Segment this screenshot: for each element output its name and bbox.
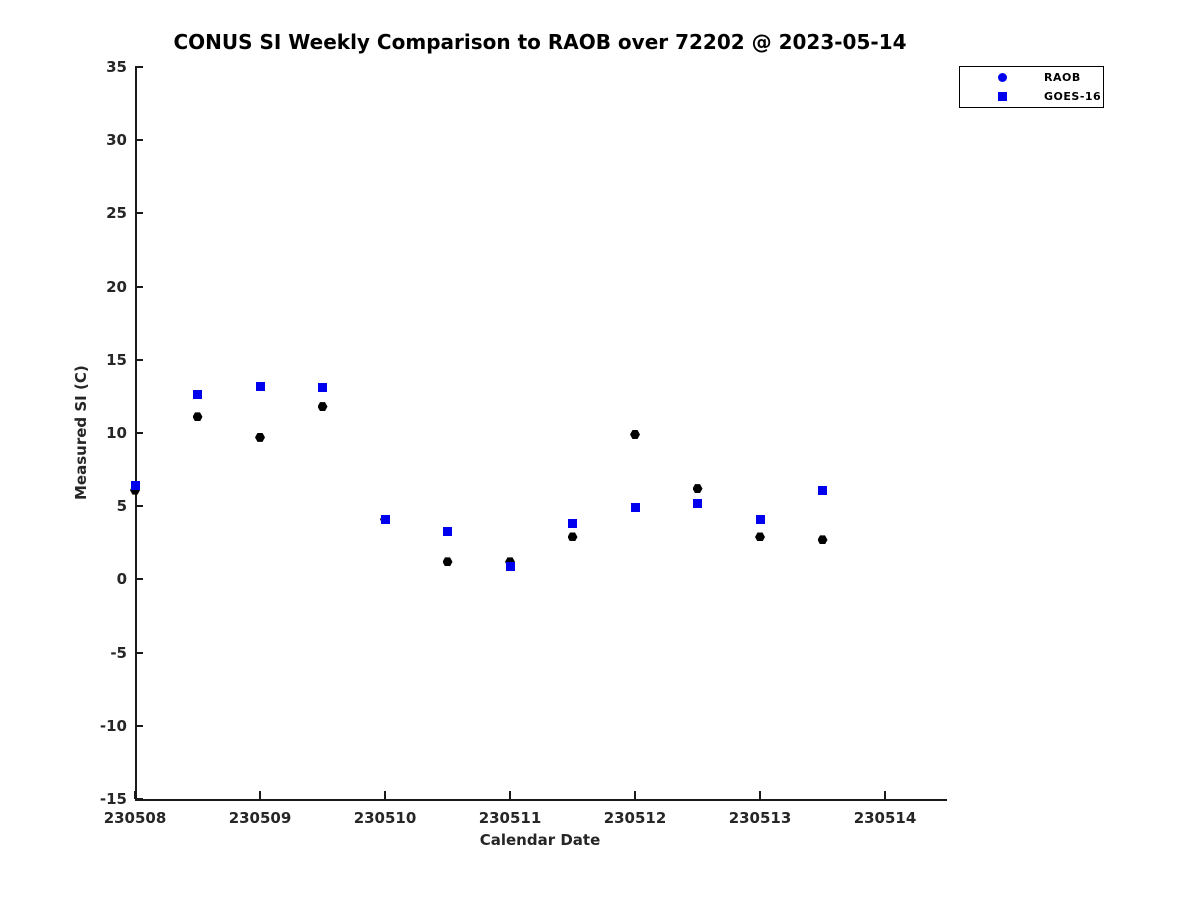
y-tick-mark	[135, 212, 143, 215]
raob-data-point	[192, 412, 203, 422]
y-tick-label: 20	[106, 277, 127, 296]
legend-label-raob: RAOB	[1044, 71, 1081, 84]
legend-marker-cell	[960, 92, 1044, 101]
goes-16-data-point	[193, 390, 202, 400]
raob-data-point	[692, 484, 703, 494]
chart-title: CONUS SI Weekly Comparison to RAOB over …	[173, 30, 907, 54]
y-tick-mark	[135, 285, 143, 288]
goes-16-data-point	[693, 498, 702, 508]
goes16-square-icon	[997, 92, 1007, 101]
legend-item-raob: RAOB	[960, 68, 1103, 87]
raob-data-point	[255, 432, 265, 442]
x-axis-label: Calendar Date	[479, 831, 601, 849]
legend-label-goes16: GOES-16	[1044, 90, 1102, 103]
legend: RAOB GOES-16	[959, 66, 1104, 108]
x-tick-mark	[884, 791, 886, 799]
x-tick-label: 230509	[228, 809, 292, 827]
y-tick-mark	[135, 139, 143, 142]
y-tick-mark	[135, 505, 143, 508]
goes-16-data-point	[380, 514, 390, 524]
x-tick-label: 230511	[478, 809, 542, 827]
plot-area	[135, 67, 947, 801]
goes-16-data-point	[818, 485, 827, 495]
goes-16-data-point	[130, 481, 140, 491]
y-tick-label: -5	[110, 643, 127, 662]
x-tick-label: 230510	[353, 809, 417, 827]
x-tick-mark	[259, 791, 261, 799]
x-tick-mark	[759, 791, 761, 799]
raob-data-point	[817, 535, 828, 545]
x-tick-label: 230508	[103, 809, 167, 827]
y-tick-label: 5	[116, 497, 127, 516]
goes-16-data-point	[443, 526, 452, 536]
raob-data-point	[317, 402, 328, 412]
y-tick-label: 35	[106, 58, 127, 76]
y-tick-label: 30	[106, 131, 127, 150]
x-tick-label: 230512	[603, 809, 667, 827]
goes-16-data-point	[755, 514, 765, 524]
y-tick-label: -15	[99, 790, 127, 808]
x-tick-mark	[134, 791, 136, 799]
raob-circle-icon	[997, 73, 1007, 82]
y-tick-mark	[135, 798, 143, 800]
raob-data-point	[755, 532, 765, 542]
goes-16-data-point	[568, 519, 577, 529]
legend-item-goes16: GOES-16	[960, 87, 1103, 106]
raob-data-point	[442, 557, 453, 567]
x-tick-mark	[509, 791, 511, 799]
y-tick-mark	[135, 358, 143, 361]
legend-marker-cell	[960, 73, 1044, 82]
goes-16-data-point	[505, 561, 515, 571]
x-tick-mark	[634, 791, 636, 799]
y-tick-mark	[135, 724, 143, 727]
goes-16-data-point	[255, 381, 265, 391]
y-tick-label: -10	[99, 716, 127, 735]
goes-16-data-point	[630, 503, 640, 513]
raob-data-point	[567, 532, 578, 542]
y-tick-mark	[135, 66, 143, 68]
y-tick-label: 10	[106, 424, 127, 442]
y-tick-mark	[135, 578, 143, 581]
raob-data-point	[630, 429, 640, 439]
y-tick-label: 0	[116, 570, 127, 589]
y-tick-label: 15	[106, 350, 127, 369]
y-tick-mark	[135, 651, 143, 654]
x-tick-label: 230513	[728, 809, 792, 827]
x-tick-mark	[384, 791, 386, 799]
x-tick-label: 230514	[853, 809, 917, 827]
goes-16-data-point	[318, 383, 327, 393]
y-tick-label: 25	[106, 204, 127, 223]
y-tick-mark	[135, 432, 143, 434]
